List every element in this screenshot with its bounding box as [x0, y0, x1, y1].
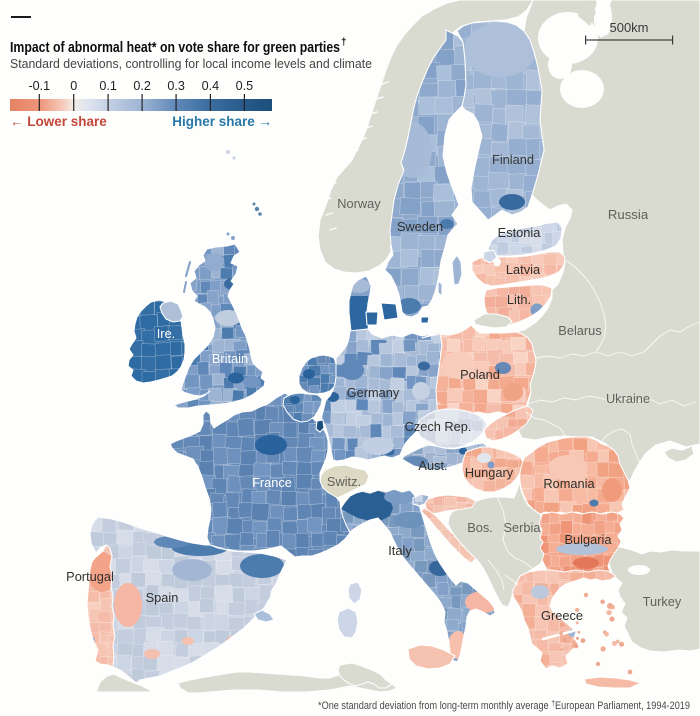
svg-text:Latvia: Latvia [506, 262, 541, 277]
svg-text:0.2: 0.2 [133, 79, 151, 93]
svg-text:Portugal: Portugal [66, 569, 114, 584]
svg-text:Impact of abnormal heat* on vo: Impact of abnormal heat* on vote share f… [10, 40, 340, 56]
svg-text:Turkey: Turkey [643, 594, 682, 609]
svg-text:Britain: Britain [212, 351, 248, 366]
svg-text:0.4: 0.4 [202, 79, 220, 93]
svg-text:Aust.: Aust. [418, 458, 447, 473]
svg-text:Switz.: Switz. [327, 474, 361, 489]
svg-text:Higher share →: Higher share → [172, 114, 272, 129]
svg-text:0.1: 0.1 [99, 79, 117, 93]
svg-text:Finland: Finland [492, 152, 534, 167]
svg-text:0.3: 0.3 [167, 79, 185, 93]
svg-text:Belarus: Belarus [558, 323, 601, 338]
svg-text:Greece: Greece [541, 608, 583, 623]
svg-text:Norway: Norway [337, 196, 381, 211]
svg-text:Estonia: Estonia [498, 225, 542, 240]
svg-text:0: 0 [70, 79, 77, 93]
svg-text:Romania: Romania [543, 476, 595, 491]
svg-text:France: France [252, 475, 292, 490]
svg-text:Ukraine: Ukraine [606, 391, 650, 406]
svg-text:†: † [341, 37, 347, 48]
svg-text:Hungary: Hungary [465, 465, 514, 480]
svg-text:Germany: Germany [347, 385, 400, 400]
svg-text:Standard deviations, controlli: Standard deviations, controlling for loc… [10, 56, 372, 71]
svg-text:← Lower share: ← Lower share [10, 114, 107, 129]
svg-text:Czech Rep.: Czech Rep. [405, 419, 472, 434]
svg-text:Poland: Poland [460, 367, 500, 382]
svg-text:Bulgaria: Bulgaria [565, 532, 613, 547]
svg-text:*One standard deviation from l: *One standard deviation from long-term m… [318, 698, 690, 712]
svg-text:-0.1: -0.1 [28, 79, 50, 93]
svg-text:Italy: Italy [388, 543, 412, 558]
svg-text:Lith.: Lith. [507, 292, 531, 307]
svg-text:Russia: Russia [608, 207, 649, 222]
svg-text:Bos.: Bos. [467, 520, 493, 535]
svg-text:Serbia: Serbia [504, 520, 542, 535]
svg-text:Sweden: Sweden [397, 219, 443, 234]
svg-text:0.5: 0.5 [236, 79, 254, 93]
svg-text:500km: 500km [609, 20, 648, 35]
svg-text:Ire.: Ire. [157, 326, 176, 341]
svg-text:Spain: Spain [146, 590, 179, 605]
